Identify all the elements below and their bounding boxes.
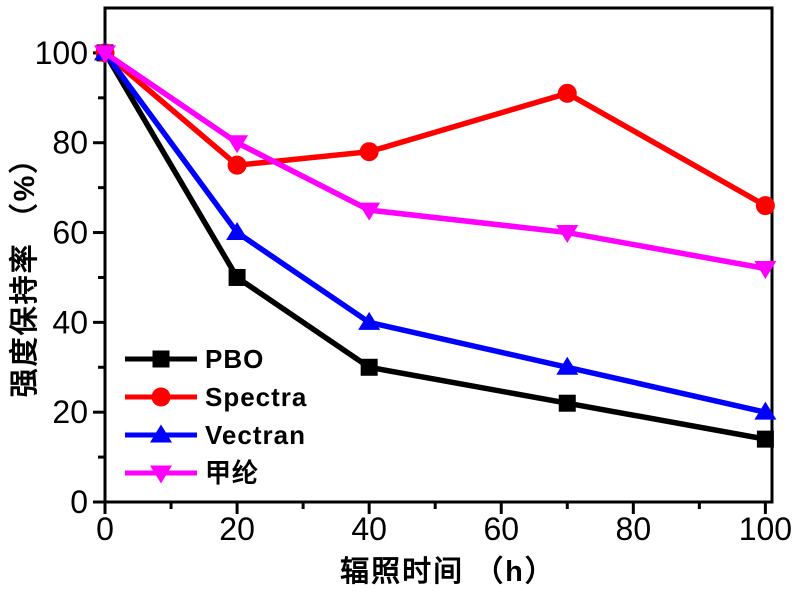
triangle-up-marker-Vectran (754, 401, 777, 420)
triangle-down-marker-甲纶 (754, 260, 777, 279)
series-line-Spectra (103, 50, 767, 208)
x-tick-label: 20 (219, 511, 255, 547)
legend-label-Vectran: Vectran (205, 420, 306, 450)
legend-triangle-down-marker (150, 465, 172, 484)
square-marker-PBO (228, 268, 246, 286)
triangle-up-marker-Vectran (226, 222, 249, 241)
legend-item-PBO: PBO (125, 344, 264, 374)
y-tick-label: 80 (52, 125, 88, 161)
legend-item-Spectra: Spectra (125, 382, 307, 412)
series-line-甲纶 (103, 50, 766, 272)
plot-frame (103, 6, 774, 504)
y-axis-label: 强度保持率 （%） (7, 143, 41, 398)
triangle-down-marker-甲纶 (358, 202, 381, 221)
triangle-down-marker-甲纶 (94, 45, 116, 64)
y-tick-label: 60 (52, 215, 88, 251)
triangle-up-marker-Vectran (556, 356, 579, 375)
x-tick-label: 0 (96, 511, 114, 547)
legend-triangle-up-marker (150, 424, 172, 443)
circle-marker-Spectra (755, 196, 775, 216)
legend-square-marker (152, 350, 170, 368)
square-marker-PBO (558, 394, 576, 412)
legend-item-Vectran: Vectran (125, 420, 306, 450)
x-tick-label: 80 (616, 511, 652, 547)
legend-label-Spectra: Spectra (205, 382, 307, 412)
x-tick-label: 60 (483, 511, 519, 547)
circle-marker-Spectra (557, 83, 577, 103)
circle-marker-Spectra (359, 142, 379, 162)
legend-item-甲纶: 甲纶 (125, 458, 259, 488)
x-tick-label: 100 (739, 511, 792, 547)
legend-label-PBO: PBO (205, 344, 264, 374)
y-tick-label: 100 (35, 35, 88, 71)
x-tick-label: 40 (351, 511, 387, 547)
triangle-down-marker-甲纶 (556, 225, 579, 244)
square-marker-PBO (360, 358, 378, 376)
y-tick-label: 40 (52, 304, 88, 340)
legend-circle-marker (151, 387, 171, 407)
triangle-up-marker-Vectran (358, 311, 381, 330)
legend-label-甲纶: 甲纶 (205, 458, 259, 488)
triangle-down-marker-甲纶 (226, 135, 249, 154)
chart-content: 0 20 40 60 80 100 0 20 40 60 80 100 PBO Spectra Vectra… (35, 6, 792, 547)
y-tick-label: 20 (52, 394, 88, 430)
square-marker-PBO (756, 430, 774, 448)
x-axis-label: 辐照时间 （h） (340, 555, 556, 588)
circle-marker-Spectra (227, 155, 247, 175)
y-tick-label: 0 (70, 484, 88, 520)
